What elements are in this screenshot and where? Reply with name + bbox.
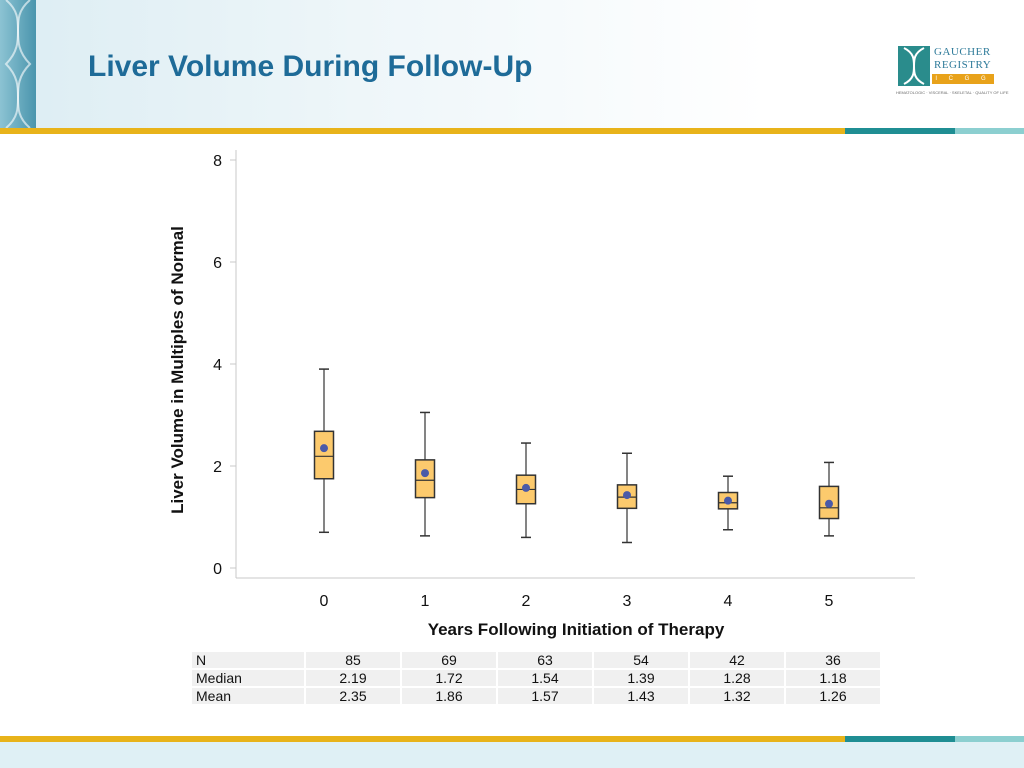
table-cell: 54 [592,650,690,670]
logo-line-2: REGISTRY [934,59,992,71]
table-cell: 1.28 [688,668,786,688]
row-label: Median [190,668,306,688]
dna-logo-icon [898,46,930,86]
table-cell: 1.26 [784,686,882,706]
table-cell: 1.18 [784,668,882,688]
table-cell: 1.43 [592,686,690,706]
mean-marker [320,444,328,453]
box-iqr [313,430,335,480]
logo-line-1: GAUCHER [934,46,991,58]
x-axis-title: Years Following Initiation of Therapy [428,620,725,639]
table-cell: 42 [688,650,786,670]
table-cell: 2.19 [304,668,402,688]
slide-header: Liver Volume During Follow-Up GAUCHER RE… [0,0,1024,129]
x-tick-label: 0 [320,593,329,610]
table-cell: 1.72 [400,668,498,688]
table-cell: 85 [304,650,402,670]
mean-marker [522,483,530,492]
y-tick-label: 4 [213,357,222,374]
x-tick-label: 4 [724,593,733,610]
y-tick-label: 8 [213,153,222,170]
x-tick-label: 5 [825,593,834,610]
dna-decoration [0,0,36,129]
mean-marker [623,491,631,500]
row-label: N [190,650,306,670]
logo-bar: I C G G [932,74,994,84]
footer [0,742,1024,768]
x-tick-label: 1 [421,593,430,610]
table-row: N 85 69 63 54 42 36 [190,650,882,670]
table-cell: 1.54 [496,668,594,688]
y-tick-label: 6 [213,255,222,272]
table-cell: 69 [400,650,498,670]
y-tick-label: 0 [213,561,222,578]
footer-color-band [0,736,1024,742]
gaucher-registry-logo: GAUCHER REGISTRY I C G G HEMATOLOGIC · V… [896,44,1009,98]
table-cell: 1.39 [592,668,690,688]
x-tick-label: 3 [623,593,632,610]
logo-tagline: HEMATOLOGIC · VISCERAL · SKELETAL · QUAL… [896,90,1009,95]
y-tick-label: 2 [213,459,222,476]
box-iqr [414,459,436,499]
table-row: Median 2.19 1.72 1.54 1.39 1.28 1.18 [190,668,882,688]
box-plot-chart: 0 2 4 6 8 0 1 2 3 4 5 Years Following Initiation of… [168,150,915,639]
header-color-band [0,128,1024,134]
table-cell: 1.86 [400,686,498,706]
table-cell: 63 [496,650,594,670]
table-cell: 2.35 [304,686,402,706]
row-label: Mean [190,686,306,706]
page-title: Liver Volume During Follow-Up [88,50,533,83]
table-cell: 1.57 [496,686,594,706]
table-cell: 1.32 [688,686,786,706]
x-tick-label: 2 [522,593,531,610]
mean-marker [421,469,429,478]
table-row: Mean 2.35 1.86 1.57 1.43 1.32 1.26 [190,686,882,706]
mean-marker [724,496,732,505]
summary-table: N 85 69 63 54 42 36 Median 2.19 1.72 1.54 1.39 1.28 1… [190,650,882,706]
table-cell: 36 [784,650,882,670]
y-axis-title: Liver Volume in Multiples of Normal [168,226,187,514]
mean-marker [825,499,833,508]
